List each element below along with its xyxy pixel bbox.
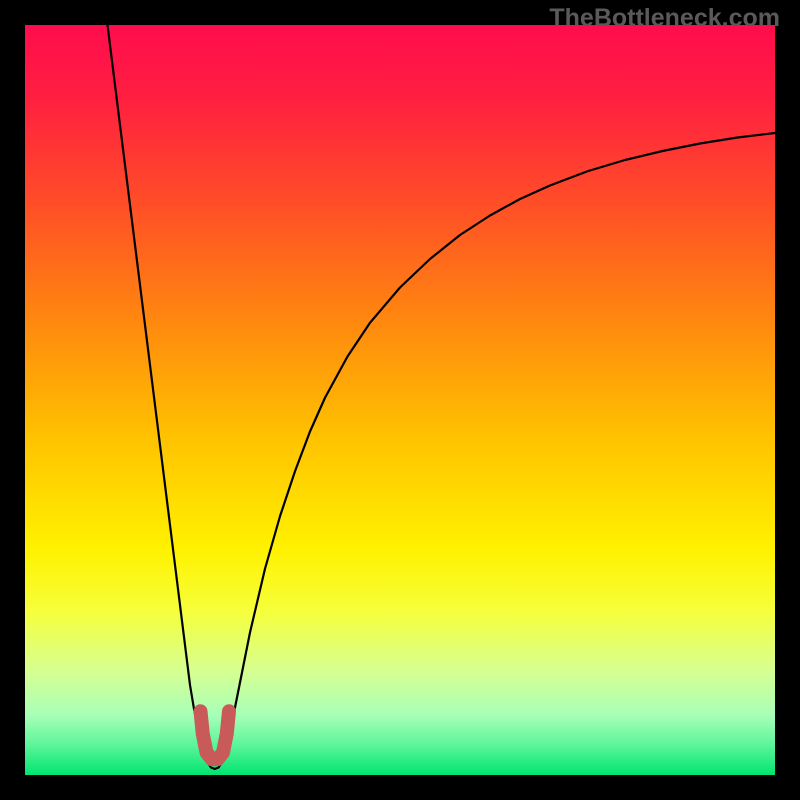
- plot-area: [25, 25, 775, 775]
- gradient-background: [25, 25, 775, 775]
- watermark-text: TheBottleneck.com: [549, 4, 780, 33]
- chart-frame: TheBottleneck.com: [0, 0, 800, 800]
- chart-svg: [25, 25, 775, 775]
